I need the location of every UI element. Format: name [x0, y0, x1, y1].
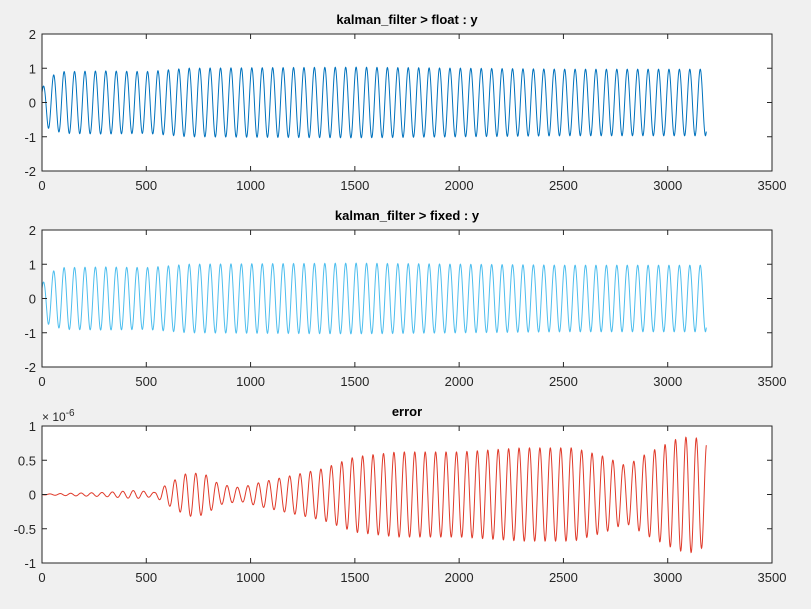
x-tick-label: 3500 [758, 570, 787, 585]
x-tick-label: 2500 [549, 570, 578, 585]
x-tick-label: 1000 [236, 374, 265, 389]
x-tick-label: 1500 [340, 178, 369, 193]
y-tick-label: -1 [24, 556, 36, 571]
x-tick-label: 3000 [653, 374, 682, 389]
y-tick-label: 0 [29, 96, 36, 111]
x-tick-label: 3000 [653, 570, 682, 585]
x-tick-label: 1000 [236, 178, 265, 193]
x-tick-label: 1000 [236, 570, 265, 585]
y-tick-label: -2 [24, 360, 36, 375]
y-tick-label: 0.5 [18, 453, 36, 468]
series-line [41, 66, 707, 139]
y-exponent-label: × 10-6 [42, 408, 75, 424]
y-exponent-base: × 10 [42, 410, 66, 424]
y-tick-label: 0 [29, 488, 36, 503]
x-tick-label: 2500 [549, 178, 578, 193]
x-tick-label: 1500 [340, 374, 369, 389]
y-tick-label: 2 [29, 223, 36, 238]
y-exponent-power: -6 [66, 408, 75, 419]
x-tick-label: 500 [135, 570, 157, 585]
x-tick-label: 3000 [653, 178, 682, 193]
y-tick-label: 1 [29, 61, 36, 76]
chart-title: kalman_filter > float : y [336, 12, 478, 27]
x-tick-label: 3500 [758, 374, 787, 389]
y-tick-label: 1 [29, 257, 36, 272]
subplot-float: 0 500 1000 1500 2000 2500 3000 3500 2 1 0 -1 -2 kalma… [24, 12, 786, 193]
x-tick-label: 0 [38, 570, 45, 585]
subplot-error: × 10-6 0 500 1000 1500 2000 2500 3000 3500 1 0.5 0… [14, 404, 787, 585]
series-line [41, 262, 707, 335]
chart-title: error [392, 404, 422, 419]
y-tick-label: -0.5 [14, 522, 36, 537]
series-line [41, 436, 707, 554]
x-tick-label: 500 [135, 374, 157, 389]
y-tick-label: 0 [29, 292, 36, 307]
y-tick-label: -2 [24, 164, 36, 179]
x-tick-label: 3500 [758, 178, 787, 193]
x-tick-label: 500 [135, 178, 157, 193]
y-tick-label: -1 [24, 130, 36, 145]
x-tick-label: 0 [38, 374, 45, 389]
plot-area [42, 230, 772, 367]
x-tick-label: 0 [38, 178, 45, 193]
y-tick-label: -1 [24, 326, 36, 341]
y-tick-label: 1 [29, 419, 36, 434]
x-tick-label: 2000 [445, 178, 474, 193]
plot-area [42, 34, 772, 171]
subplot-fixed: 0 500 1000 1500 2000 2500 3000 3500 2 1 0 -1 -2 kalma… [24, 208, 786, 389]
x-tick-label: 1500 [340, 570, 369, 585]
x-tick-label: 2000 [445, 374, 474, 389]
x-tick-label: 2500 [549, 374, 578, 389]
x-tick-label: 2000 [445, 570, 474, 585]
y-tick-label: 2 [29, 27, 36, 42]
chart-title: kalman_filter > fixed : y [335, 208, 480, 223]
